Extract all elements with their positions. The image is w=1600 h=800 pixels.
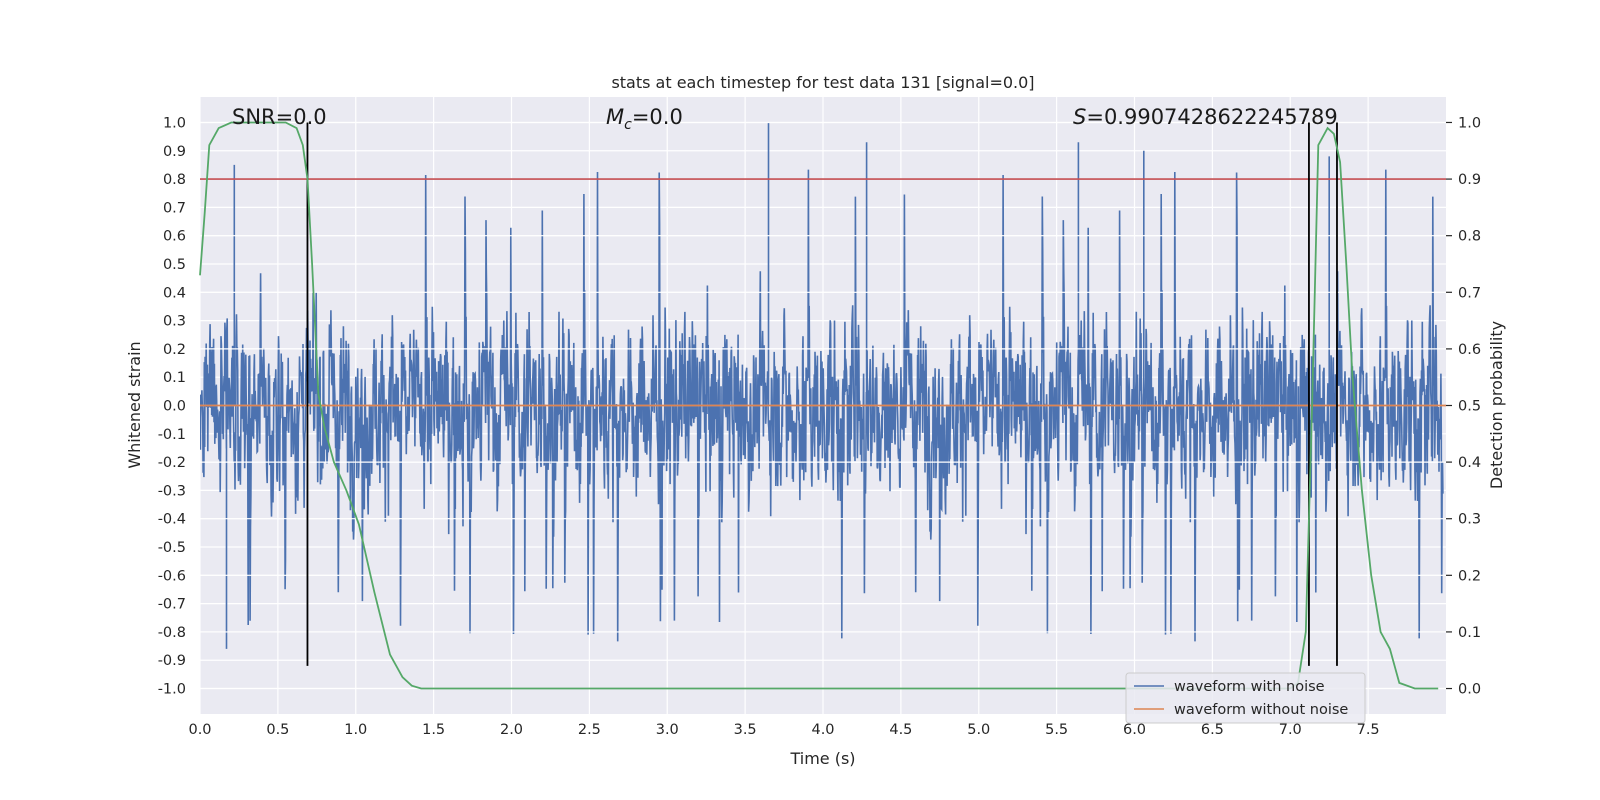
mc-annotation: Mc=0.0 — [606, 105, 683, 133]
x-tick-label: 0.5 — [266, 722, 289, 738]
y-tick-label: -0.9 — [158, 653, 186, 669]
y-right-tick-label: 0.6 — [1458, 342, 1481, 358]
y-right-tick-label: 1.0 — [1458, 115, 1481, 131]
series-noise-line — [200, 122, 1444, 649]
x-tick-label: 4.5 — [889, 722, 912, 738]
y-tick-label: -0.8 — [158, 625, 186, 641]
y-right-axis-ticks: 1.0 0.9 0.8 0.7 0.6 0.5 0.4 0.3 0.2 0.1 0.0 — [1446, 115, 1481, 698]
y-tick-label: -0.3 — [158, 483, 186, 499]
s-annotation: S=0.9907428622245789 — [1073, 105, 1338, 129]
mc-value: =0.0 — [632, 105, 683, 129]
x-tick-label: 1.5 — [422, 722, 445, 738]
mc-subscript: c — [624, 117, 632, 133]
y-tick-label: -0.6 — [158, 568, 186, 584]
series-area — [200, 122, 1444, 649]
mc-symbol: M — [606, 105, 624, 129]
y-tick-label: -0.5 — [158, 540, 186, 556]
y-axis-ticks: 1.0 0.9 0.8 0.7 0.6 0.5 0.4 0.3 0.2 0.1 0.0 -0.1 -0.… — [158, 115, 186, 697]
x-tick-label: 4.0 — [811, 722, 834, 738]
y-tick-label: 0.4 — [163, 285, 186, 301]
legend-box — [1125, 672, 1366, 724]
x-tick-label: 2.5 — [578, 722, 601, 738]
x-tick-label: 0.0 — [188, 722, 211, 738]
y-tick-label: -0.2 — [158, 455, 186, 471]
snr-annotation: SNR=0.0 — [232, 105, 327, 129]
y-tick-label: 0.0 — [163, 399, 186, 415]
x-tick-label: 3.5 — [734, 722, 757, 738]
legend-label-clean: waveform without noise — [1174, 702, 1348, 718]
x-tick-label: 6.5 — [1201, 722, 1224, 738]
y-right-tick-label: 0.3 — [1458, 512, 1481, 528]
y-right-tick-label: 0.1 — [1458, 625, 1481, 641]
y-axis-label: Whitened strain — [125, 341, 144, 468]
series-detection-probability-line — [199, 121, 1439, 690]
y-tick-label: 0.1 — [163, 370, 186, 386]
x-tick-label: 6.0 — [1123, 722, 1146, 738]
y-tick-label: 1.0 — [163, 115, 186, 131]
x-tick-label: 1.0 — [344, 722, 367, 738]
y-tick-label: 0.7 — [163, 200, 186, 216]
y-right-tick-label: 0.4 — [1458, 455, 1481, 471]
x-axis-label: Time (s) — [789, 749, 855, 768]
y-right-tick-label: 0.0 — [1458, 682, 1481, 698]
y-right-tick-label: 0.7 — [1458, 285, 1481, 301]
y-tick-label: 0.3 — [163, 314, 186, 330]
y-tick-label: -0.1 — [158, 427, 186, 443]
y-tick-label: 0.5 — [163, 257, 186, 273]
x-tick-label: 3.0 — [656, 722, 679, 738]
y-tick-label: -0.7 — [158, 597, 186, 613]
y-tick-label: 0.9 — [163, 144, 186, 160]
x-tick-label: 5.0 — [967, 722, 990, 738]
legend: waveform with noise waveform without noi… — [1125, 672, 1366, 724]
y-tick-label: -1.0 — [158, 682, 186, 698]
y-right-axis-label: Detection probability — [1487, 321, 1506, 489]
x-tick-label: 5.5 — [1045, 722, 1068, 738]
y-tick-label: 0.8 — [163, 172, 186, 188]
y-tick-label: 0.6 — [163, 229, 186, 245]
s-value: =0.9907428622245789 — [1086, 105, 1337, 129]
overlay-lines — [199, 121, 1446, 690]
y-tick-label: -0.4 — [158, 512, 186, 528]
x-tick-label: 7.0 — [1279, 722, 1302, 738]
x-axis-ticks: 0.0 0.5 1.0 1.5 2.0 2.5 3.0 3.5 4.0 4.5 5.0 5.5 6.0 6… — [188, 722, 1379, 738]
y-right-tick-label: 0.2 — [1458, 568, 1481, 584]
legend-label-noise: waveform with noise — [1174, 679, 1325, 695]
y-right-tick-label: 0.8 — [1458, 229, 1481, 245]
x-tick-label: 7.5 — [1357, 722, 1380, 738]
chart-title: stats at each timestep for test data 131… — [611, 73, 1034, 92]
y-right-tick-label: 0.5 — [1458, 399, 1481, 415]
y-right-tick-label: 0.9 — [1458, 172, 1481, 188]
s-symbol: S — [1073, 105, 1086, 129]
x-tick-label: 2.0 — [500, 722, 523, 738]
y-tick-label: 0.2 — [163, 342, 186, 358]
